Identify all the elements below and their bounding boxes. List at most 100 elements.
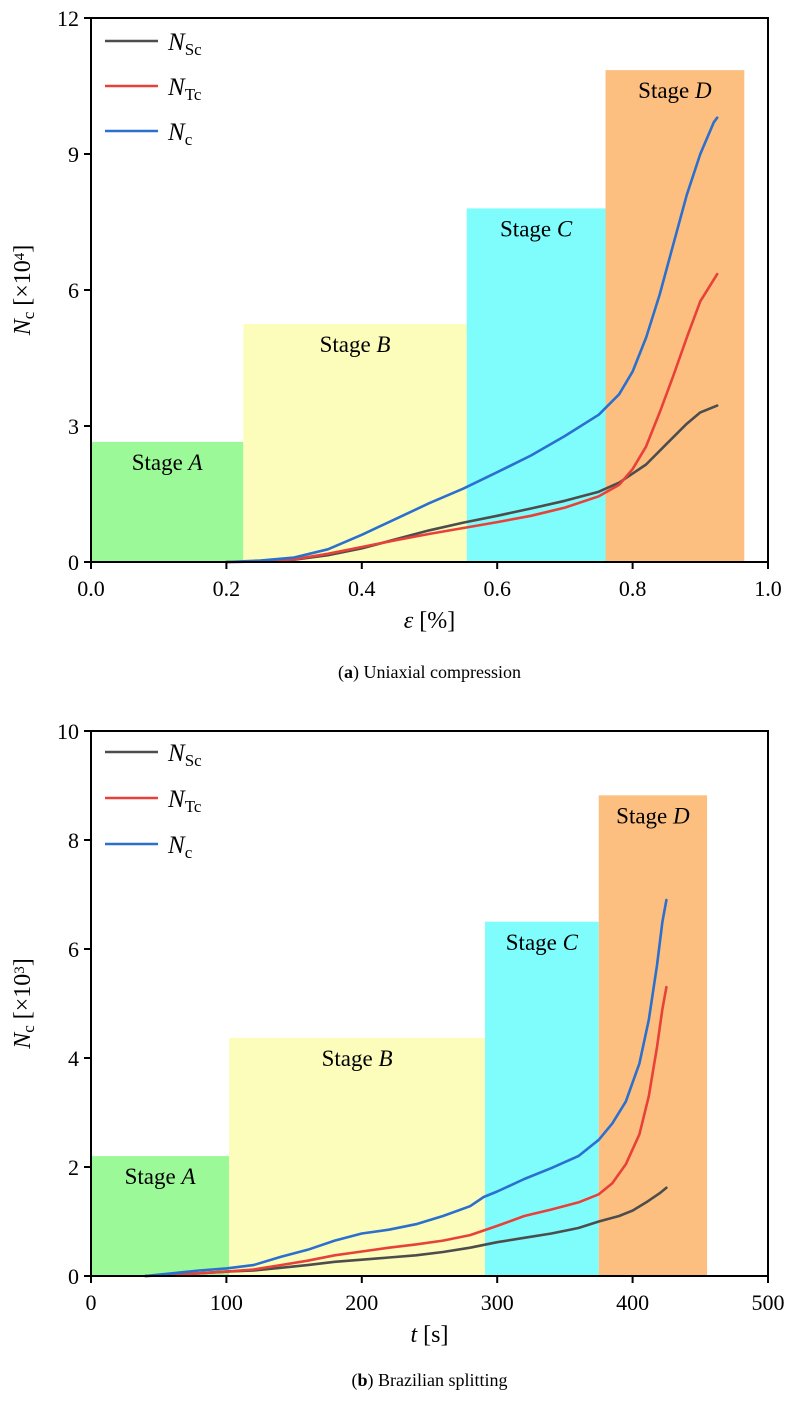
y-tick-label: 2 [68,1155,79,1180]
x-tick-text: 0 [86,1290,97,1315]
y-tick-text: 0 [68,550,79,575]
y-axis-unit-end: ] [10,245,36,253]
x-tick-text: 0.2 [213,576,241,601]
x-tick-label: 100 [210,1290,243,1315]
legend-entry: Nc [167,119,193,149]
stage-a-label: Stage A [132,450,204,475]
y-tick-label: 9 [68,142,79,167]
y-tick-label: 8 [68,828,79,853]
x-tick-label: 200 [345,1290,378,1315]
x-axis-label: t [s] [411,1322,449,1348]
legend-symbol: N [167,74,186,101]
y-tick-text: 10 [57,719,79,744]
caption-label: b [358,1370,368,1390]
y-tick-label: 3 [68,414,79,439]
legend-entry: NTc [167,786,202,816]
y-tick-label: 10 [57,719,79,744]
stage-word: Stage [638,78,695,103]
y-tick-text: 12 [57,6,79,31]
x-tick-label: 1.0 [754,576,782,601]
legend-symbol: N [167,832,186,859]
stage-word: Stage [506,930,563,955]
x-tick-label: 300 [481,1290,514,1315]
stage-b-region [229,1037,486,1276]
stage-b-region [243,324,467,562]
y-tick-text: 4 [68,1046,79,1071]
legend-entry: NSc [167,29,202,59]
x-tick-label: 0.2 [213,576,241,601]
stage-word: Stage [132,450,189,475]
legend-subscript: Tc [185,797,202,816]
stage-d-label: Stage D [616,803,690,828]
x-axis-symbol: t [411,1322,419,1348]
x-tick-label: 0.6 [483,576,511,601]
stage-letter: B [378,1046,392,1071]
stage-c-region [485,921,599,1276]
x-axis-unit: [%] [413,608,455,634]
stage-b-label: Stage B [322,1046,393,1071]
stage-c-region [466,208,606,562]
stage-letter: A [187,450,204,475]
legend-symbol: N [167,29,186,56]
stage-word: Stage [616,803,673,828]
stage-c-label: Stage C [506,930,579,955]
legend-subscript: Sc [185,751,202,770]
y-axis-label: Nc [×104] [10,245,38,337]
x-tick-text: 0.0 [77,576,105,601]
series-line-nc [143,898,668,1278]
stage-word: Stage [500,216,557,241]
y-axis-exponent: 3 [12,966,28,974]
stage-a-label: Stage A [125,1164,197,1189]
y-axis-symbol: N [10,317,36,336]
y-axis-symbol: N [10,1031,36,1050]
caption-paren: ) [368,1370,374,1391]
y-tick-label: 0 [68,550,79,575]
y-axis-subscript: c [19,1025,38,1033]
legend-symbol: N [167,786,186,813]
y-axis-exponent: 4 [12,252,28,260]
x-tick-text: 500 [752,1290,785,1315]
caption-paren: ( [338,662,344,683]
x-tick-text: 100 [210,1290,243,1315]
figure-caption: (b) Brazilian splitting [352,1370,508,1391]
stage-letter: C [563,930,579,955]
legend-subscript: c [185,130,193,149]
x-tick-text: 300 [481,1290,514,1315]
caption-paren: ) [353,662,359,683]
x-tick-text: 200 [345,1290,378,1315]
y-axis-subscript: c [19,311,38,319]
y-tick-label: 0 [68,1264,79,1289]
y-axis-unit-end: ] [10,958,36,966]
caption-text: Uniaxial compression [359,662,521,682]
series-line-ntc [143,985,668,1278]
x-tick-label: 0.0 [77,576,105,601]
x-tick-label: 0.8 [619,576,647,601]
y-tick-text: 0 [68,1264,79,1289]
figure-caption: (a) Uniaxial compression [338,662,521,683]
legend-entry: Nc [167,832,193,862]
stage-letter: A [179,1164,196,1189]
y-tick-text: 3 [68,414,79,439]
y-tick-text: 6 [68,937,79,962]
x-tick-text: 0.4 [348,576,376,601]
x-axis-symbol: ε [404,608,414,634]
legend-subscript: c [185,843,193,862]
stage-c-label: Stage C [500,216,573,241]
stage-b-label: Stage B [320,332,391,357]
legend-entry: NSc [167,740,202,770]
x-tick-text: 1.0 [754,576,782,601]
x-tick-text: 400 [616,1290,649,1315]
y-tick-text: 6 [68,278,79,303]
x-tick-label: 0.4 [348,576,376,601]
y-axis-label: Nc [×103] [10,958,38,1050]
legend-subscript: Tc [185,85,202,104]
x-tick-label: 400 [616,1290,649,1315]
y-tick-label: 12 [57,6,79,31]
stage-d-label: Stage D [638,78,712,103]
stage-letter: C [557,216,573,241]
stage-a-region [91,1156,230,1276]
